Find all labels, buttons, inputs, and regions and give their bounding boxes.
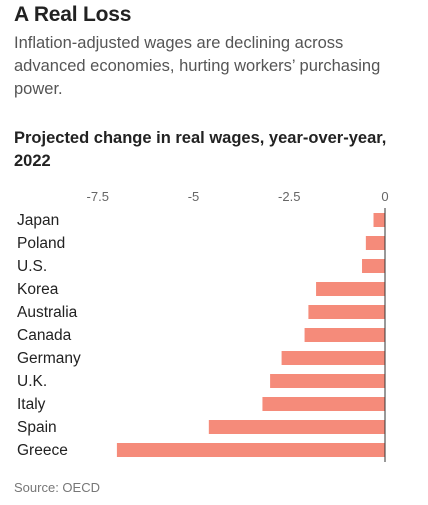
x-tick-label: -2.5 <box>278 189 300 204</box>
category-label: Australia <box>17 304 78 321</box>
category-labels: Japan Poland U.S. Korea Australia Canada Germa… <box>17 212 81 459</box>
category-label: Canada <box>17 327 72 344</box>
bar <box>116 443 386 457</box>
bar <box>281 351 385 365</box>
bar <box>316 282 385 296</box>
bar <box>304 328 385 342</box>
category-label: Italy <box>17 396 46 413</box>
x-tick-label: 0 <box>381 189 388 204</box>
bar <box>270 374 385 388</box>
category-label: U.S. <box>17 258 47 275</box>
x-tick-label: -7.5 <box>87 189 109 204</box>
bar <box>362 259 385 273</box>
category-label: Greece <box>17 442 68 459</box>
bar <box>365 236 385 250</box>
category-label: Korea <box>17 281 59 298</box>
category-label: Poland <box>17 235 65 252</box>
x-tick-label: -5 <box>188 189 200 204</box>
page-title: A Real Loss <box>14 3 132 26</box>
bar <box>262 397 385 411</box>
x-axis-ticks: -7.5 -5 -2.5 0 <box>87 189 389 204</box>
category-label: U.K. <box>17 373 47 390</box>
category-label: Japan <box>17 212 59 229</box>
bar <box>373 213 385 227</box>
bar-chart: -7.5 -5 -2.5 0 Japan Poland U.S. Korea Australi… <box>17 189 389 462</box>
chart-title: Projected change in real wages, year-ove… <box>14 129 387 170</box>
bar <box>308 305 385 319</box>
page-subtitle: Inflation-adjusted wages are declining a… <box>14 34 381 98</box>
category-label: Spain <box>17 419 57 436</box>
category-label: Germany <box>17 350 81 367</box>
bars <box>116 213 386 457</box>
source-note: Source: OECD <box>14 480 100 495</box>
bar <box>208 420 385 434</box>
